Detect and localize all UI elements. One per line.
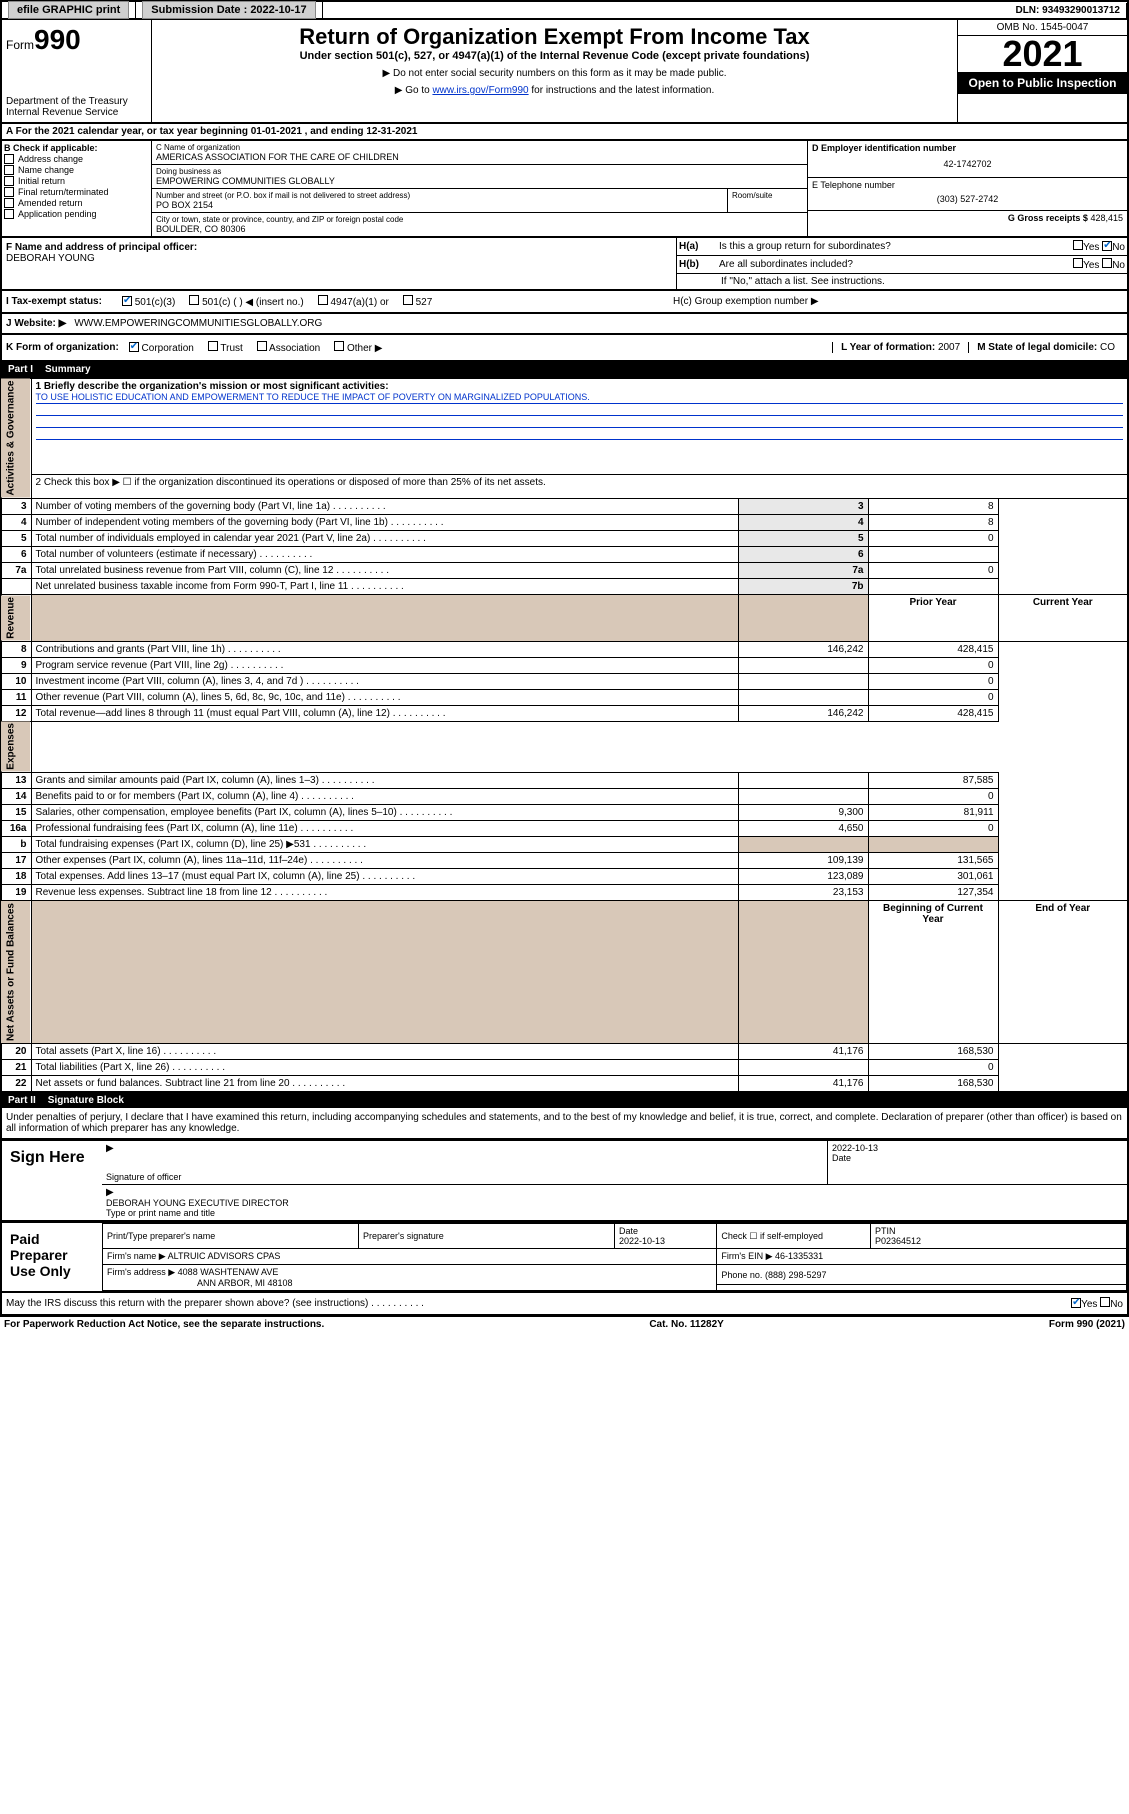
box-de: D Employer identification number42-17427…	[807, 141, 1127, 236]
form-title: Return of Organization Exempt From Incom…	[156, 24, 953, 50]
summary-row-: Net unrelated business taxable income fr…	[1, 579, 1128, 595]
section-nab: Net Assets or Fund Balances	[1, 901, 31, 1044]
dln-label: DLN: 93493290013712	[1009, 3, 1127, 18]
line-a: A For the 2021 calendar year, or tax yea…	[0, 124, 1129, 141]
form-header: Form990 Department of the Treasury Inter…	[0, 20, 1129, 124]
box-b: B Check if applicable: Address changeNam…	[2, 141, 152, 236]
summary-row-5: 5Total number of individuals employed in…	[1, 531, 1128, 547]
checkbox-amended-return[interactable]: Amended return	[4, 198, 149, 208]
tax-status-3[interactable]: 527	[403, 297, 432, 308]
dept-label: Department of the Treasury	[6, 96, 147, 107]
row-fh: F Name and address of principal officer:…	[0, 238, 1129, 291]
summary-row-9: 9Program service revenue (Part VIII, lin…	[1, 657, 1128, 673]
tax-status-0[interactable]: 501(c)(3)	[122, 297, 175, 308]
notice-link: ▶ Go to www.irs.gov/Form990 for instruct…	[156, 85, 953, 96]
summary-table: Activities & Governance 1 Briefly descri…	[0, 377, 1129, 1093]
paid-preparer-block: Paid Preparer Use Only Print/Type prepar…	[0, 1222, 1129, 1293]
sign-here-block: Sign Here Signature of officer 2022-10-1…	[0, 1140, 1129, 1222]
checkbox-initial-return[interactable]: Initial return	[4, 176, 149, 186]
summary-row-10: 10Investment income (Part VIII, column (…	[1, 673, 1128, 689]
header-fields: B Check if applicable: Address changeNam…	[0, 141, 1129, 238]
summary-row-6: 6Total number of volunteers (estimate if…	[1, 547, 1128, 563]
org-form-0[interactable]: Corporation	[129, 343, 194, 354]
summary-row-12: 12Total revenue—add lines 8 through 11 (…	[1, 705, 1128, 721]
irs-label: Internal Revenue Service	[6, 107, 147, 118]
penalty-statement: Under penalties of perjury, I declare th…	[0, 1108, 1129, 1140]
tax-year: 2021	[958, 36, 1127, 72]
inspection-box: Open to Public Inspection	[958, 72, 1127, 94]
summary-row-b: bTotal fundraising expenses (Part IX, co…	[1, 837, 1128, 853]
summary-row-21: 21Total liabilities (Part X, line 26)0	[1, 1060, 1128, 1076]
top-bar: efile GRAPHIC print Submission Date : 20…	[0, 0, 1129, 20]
summary-row-20: 20Total assets (Part X, line 16)41,17616…	[1, 1044, 1128, 1060]
summary-row-18: 18Total expenses. Add lines 13–17 (must …	[1, 869, 1128, 885]
part2-header: Part II Signature Block	[0, 1093, 1129, 1108]
org-form-1[interactable]: Trust	[208, 343, 243, 354]
summary-row-3: 3Number of voting members of the governi…	[1, 499, 1128, 515]
summary-row-22: 22Net assets or fund balances. Subtract …	[1, 1076, 1128, 1093]
discuss-line: May the IRS discuss this return with the…	[0, 1293, 1129, 1316]
summary-row-8: 8Contributions and grants (Part VIII, li…	[1, 641, 1128, 657]
summary-row-13: 13Grants and similar amounts paid (Part …	[1, 773, 1128, 789]
tax-status-2[interactable]: 4947(a)(1) or	[318, 297, 389, 308]
page-footer: For Paperwork Reduction Act Notice, see …	[0, 1316, 1129, 1332]
form-number: Form990	[6, 24, 147, 56]
summary-row-7a: 7aTotal unrelated business revenue from …	[1, 563, 1128, 579]
org-form-2[interactable]: Association	[257, 343, 320, 354]
summary-row-4: 4Number of independent voting members of…	[1, 515, 1128, 531]
subtitle-1: Under section 501(c), 527, or 4947(a)(1)…	[156, 50, 953, 62]
row-j: J Website: ▶ WWW.EMPOWERINGCOMMUNITIESGL…	[0, 314, 1129, 335]
submission-date-button[interactable]: Submission Date : 2022-10-17	[142, 1, 315, 19]
yes-checkbox[interactable]	[1071, 1298, 1081, 1308]
section-ag: Activities & Governance	[1, 378, 31, 499]
summary-row-17: 17Other expenses (Part IX, column (A), l…	[1, 853, 1128, 869]
summary-row-16a: 16aProfessional fundraising fees (Part I…	[1, 821, 1128, 837]
row-i: I Tax-exempt status: 501(c)(3) 501(c) ( …	[0, 291, 1129, 314]
checkbox-final-return-terminated[interactable]: Final return/terminated	[4, 187, 149, 197]
checkbox-name-change[interactable]: Name change	[4, 165, 149, 175]
row-klm: K Form of organization: Corporation Trus…	[0, 335, 1129, 362]
checkbox-application-pending[interactable]: Application pending	[4, 209, 149, 219]
summary-row-11: 11Other revenue (Part VIII, column (A), …	[1, 689, 1128, 705]
section-rev: Revenue	[1, 595, 31, 642]
part1-header: Part I Summary	[0, 362, 1129, 377]
section-exp: Expenses	[1, 721, 31, 773]
no-checkbox[interactable]	[1100, 1297, 1110, 1307]
notice-ssn: ▶ Do not enter social security numbers o…	[156, 68, 953, 79]
checkbox-address-change[interactable]: Address change	[4, 154, 149, 164]
org-form-3[interactable]: Other ▶	[334, 343, 382, 354]
irs-link[interactable]: www.irs.gov/Form990	[432, 85, 528, 96]
box-c: C Name of organizationAMERICAS ASSOCIATI…	[152, 141, 807, 236]
summary-row-14: 14Benefits paid to or for members (Part …	[1, 789, 1128, 805]
tax-status-1[interactable]: 501(c) ( ) ◀ (insert no.)	[189, 297, 303, 308]
summary-row-15: 15Salaries, other compensation, employee…	[1, 805, 1128, 821]
efile-button[interactable]: efile GRAPHIC print	[8, 1, 129, 19]
summary-row-19: 19Revenue less expenses. Subtract line 1…	[1, 885, 1128, 901]
